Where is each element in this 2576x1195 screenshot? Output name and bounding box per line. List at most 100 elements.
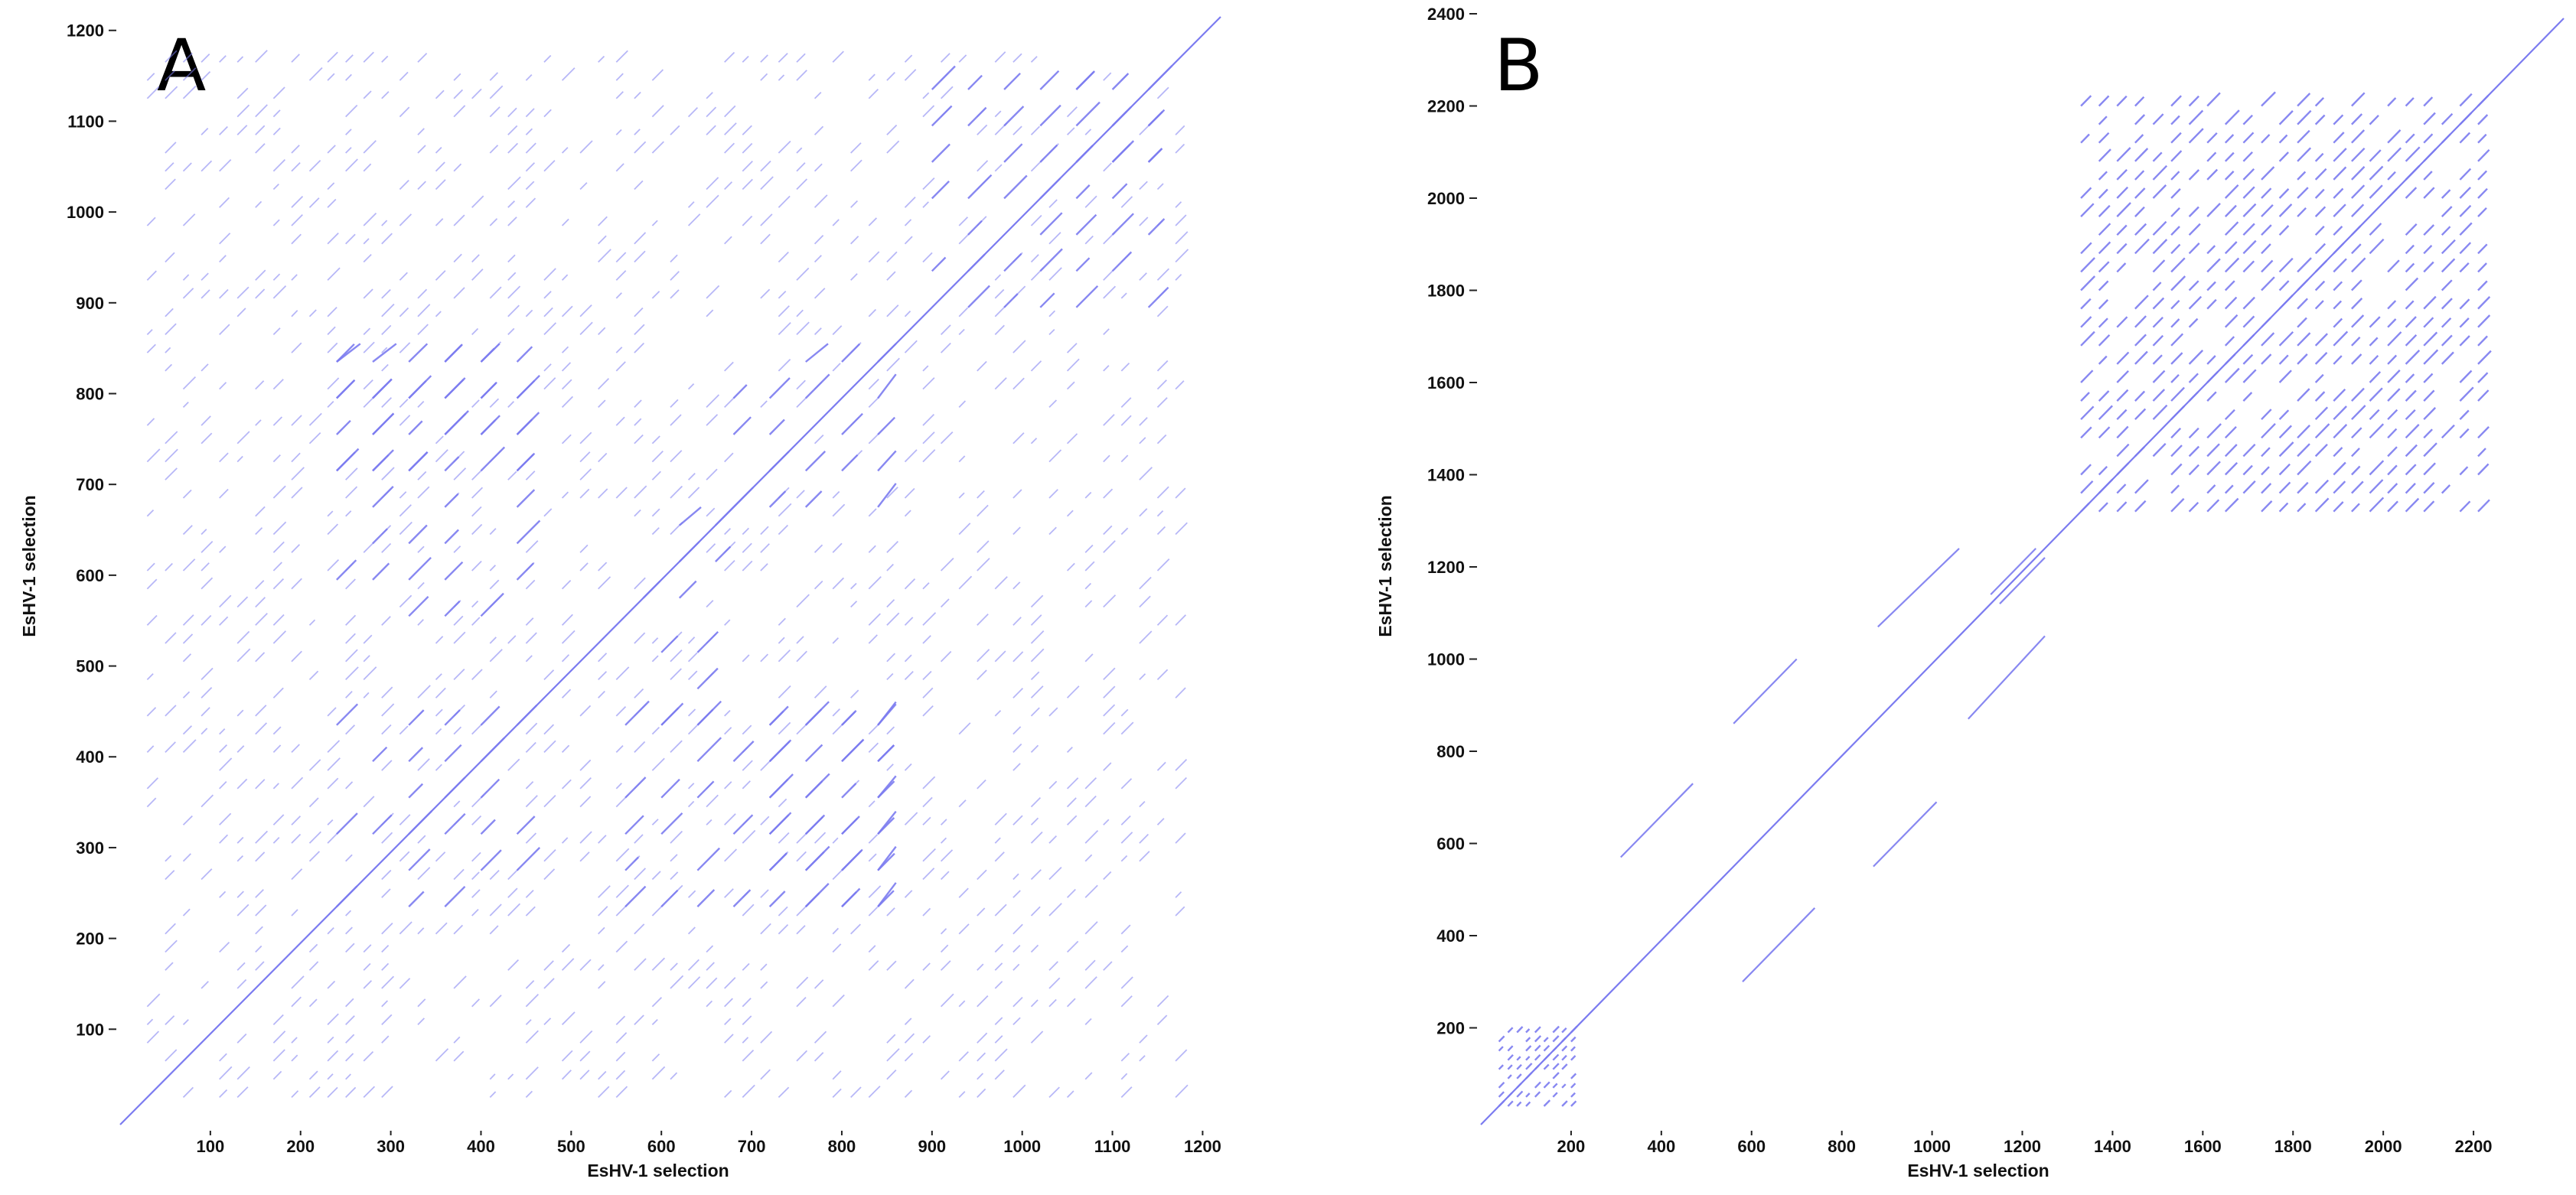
background-repeat-segment [598,562,608,571]
background-repeat-segment [1120,976,1133,989]
background-repeat-segment [1120,708,1129,717]
background-repeat-segment [417,835,426,844]
background-repeat-segment [381,1086,393,1099]
background-repeat-segment [1030,594,1044,608]
background-repeat-segment [345,926,353,935]
background-repeat-segment [345,510,352,517]
background-repeat-segment [453,253,462,263]
repeat-block-segment [2242,443,2256,457]
background-repeat-segment [182,401,189,409]
repeat-block-segment [768,377,791,399]
repeat-block-segment [408,891,425,907]
background-repeat-segment [417,545,425,553]
background-repeat-segment [236,630,250,644]
background-repeat-segment [904,654,912,663]
background-repeat-segment [399,71,409,81]
background-repeat-segment [1066,510,1074,517]
background-repeat-segment [904,617,914,626]
background-repeat-segment [634,577,646,590]
background-repeat-segment [1103,488,1114,499]
panel-a-marks [119,16,1221,1125]
repeat-block-segment [2351,279,2362,291]
repeat-block-segment [2134,206,2145,217]
background-repeat-segment [1120,995,1133,1008]
background-repeat-segment [471,560,482,571]
repeat-block-segment [1534,1026,1541,1034]
background-repeat-segment [598,488,608,499]
repeat-block-segment [2188,95,2199,107]
y-tick-label: 1200 [67,21,104,41]
background-repeat-segment [1156,818,1165,825]
background-repeat-segment [435,161,445,172]
background-repeat-segment [868,634,878,644]
repeat-block-segment [2423,133,2434,144]
background-repeat-segment [1139,417,1148,426]
background-repeat-segment [1175,832,1186,844]
background-repeat-segment [219,55,227,63]
repeat-block-segment [841,412,863,435]
background-repeat-segment [308,197,320,208]
repeat-block-segment [2134,114,2146,125]
background-repeat-segment [219,834,229,844]
background-repeat-segment [561,958,575,971]
repeat-block-segment [2405,300,2415,310]
background-repeat-segment [471,399,480,409]
background-repeat-segment [1156,379,1167,390]
background-repeat-segment [651,220,658,226]
repeat-block-segment [877,852,895,871]
repeat-block-segment [444,709,461,726]
repeat-block-segment [2080,257,2095,273]
background-repeat-segment [796,722,808,735]
repeat-block-segment [2314,188,2325,199]
repeat-block-segment [2152,184,2167,199]
background-repeat-segment [345,1015,355,1026]
background-repeat-segment [507,125,518,135]
background-repeat-segment [886,1034,896,1044]
background-repeat-segment [453,545,461,553]
background-repeat-segment [1012,890,1021,898]
repeat-block-segment [1570,1036,1577,1043]
off-diagonal-segment [1733,658,1798,724]
background-repeat-segment [543,268,556,281]
background-repeat-segment [940,849,954,862]
background-repeat-segment [687,800,695,808]
repeat-block-segment [2333,300,2343,310]
repeat-block-segment [877,810,897,835]
repeat-block-segment [1570,1055,1577,1061]
background-repeat-segment [525,142,536,154]
panel-b-y-axis-label: EsHV-1 selection [1375,495,1395,637]
background-repeat-segment [308,851,321,862]
background-repeat-segment [381,542,392,553]
repeat-block-segment [2423,331,2438,347]
repeat-block-segment [2080,298,2092,310]
background-repeat-segment [579,705,592,717]
background-repeat-segment [651,997,663,1008]
repeat-block-segment [804,490,823,508]
background-repeat-segment [1139,630,1153,644]
repeat-block-segment [624,777,647,799]
background-repeat-segment [579,468,592,480]
repeat-block-segment [967,285,990,308]
repeat-block-segment [2152,282,2162,291]
background-repeat-segment [1175,214,1187,226]
background-repeat-segment [687,472,696,480]
repeat-block-segment [2333,187,2344,199]
background-repeat-segment [1066,562,1075,571]
background-repeat-segment [543,109,552,118]
background-repeat-segment [1084,854,1093,862]
background-repeat-segment [796,178,808,190]
background-repeat-segment [363,1086,376,1099]
background-repeat-segment [146,797,157,808]
background-repeat-segment [165,252,175,263]
repeat-block-segment [2314,152,2324,162]
background-repeat-segment [579,796,592,808]
repeat-block-segment [2188,169,2200,181]
background-repeat-segment [1030,944,1039,953]
background-repeat-segment [706,468,718,480]
background-repeat-segment [922,868,935,881]
repeat-block-segment [2206,423,2222,439]
background-repeat-segment [886,563,894,571]
background-repeat-segment [1030,648,1045,663]
repeat-block-segment [1075,184,1091,200]
repeat-block-segment [2188,501,2199,513]
